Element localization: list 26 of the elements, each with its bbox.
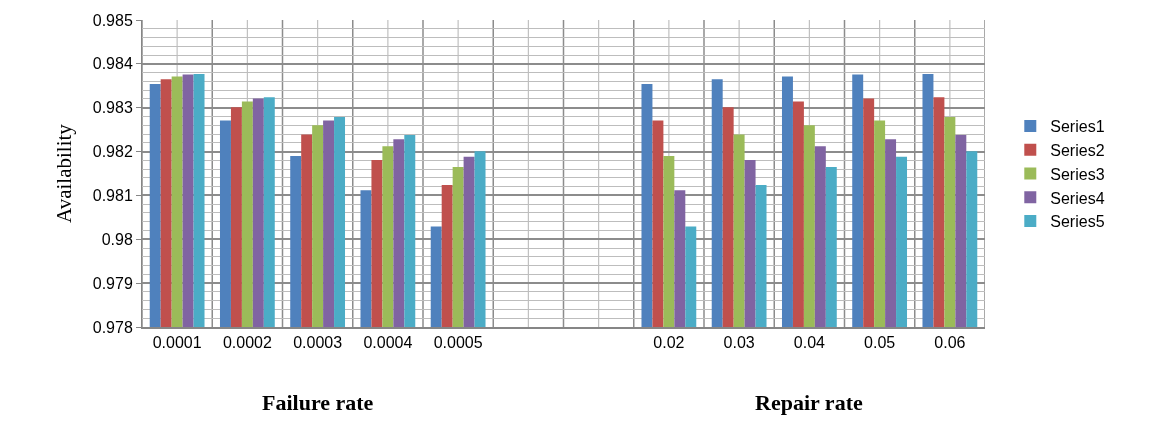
legend-label: Series1 bbox=[1050, 118, 1105, 136]
x-tick-label: 0.04 bbox=[793, 334, 826, 352]
y-tick-label: 0.985 bbox=[92, 11, 133, 29]
y-tick-label: 0.978 bbox=[92, 318, 133, 336]
y-tick-label: 0.98 bbox=[101, 230, 133, 248]
legend-label: Series3 bbox=[1050, 165, 1105, 183]
x-tick-label: 0.0002 bbox=[222, 334, 272, 352]
x-tick-label: 0.0005 bbox=[433, 334, 483, 352]
text: Repair rate bbox=[755, 390, 863, 415]
y-tick-label: 0.979 bbox=[92, 274, 133, 292]
x-tick-label: 0.06 bbox=[934, 334, 966, 352]
y-tick-label: 0.983 bbox=[92, 99, 133, 117]
x-tick-label: 0.03 bbox=[723, 334, 755, 352]
y-tick-label: 0.984 bbox=[92, 55, 133, 73]
x-tick-label: 0.02 bbox=[653, 334, 685, 352]
legend-label: Series2 bbox=[1050, 141, 1105, 159]
x-tick-label: 0.0003 bbox=[293, 334, 343, 352]
y-tick-label: 0.982 bbox=[92, 143, 133, 161]
y-tick-label: 0.981 bbox=[92, 187, 133, 205]
text: Failure rate bbox=[262, 390, 374, 415]
y-axis-title: Availability bbox=[51, 123, 76, 223]
x-tick-label: 0.05 bbox=[864, 334, 896, 352]
legend-label: Series4 bbox=[1050, 189, 1105, 207]
legend-label: Series5 bbox=[1050, 213, 1105, 231]
x-tick-label: 0.0001 bbox=[152, 334, 202, 352]
x-tick-label: 0.0004 bbox=[363, 334, 413, 352]
